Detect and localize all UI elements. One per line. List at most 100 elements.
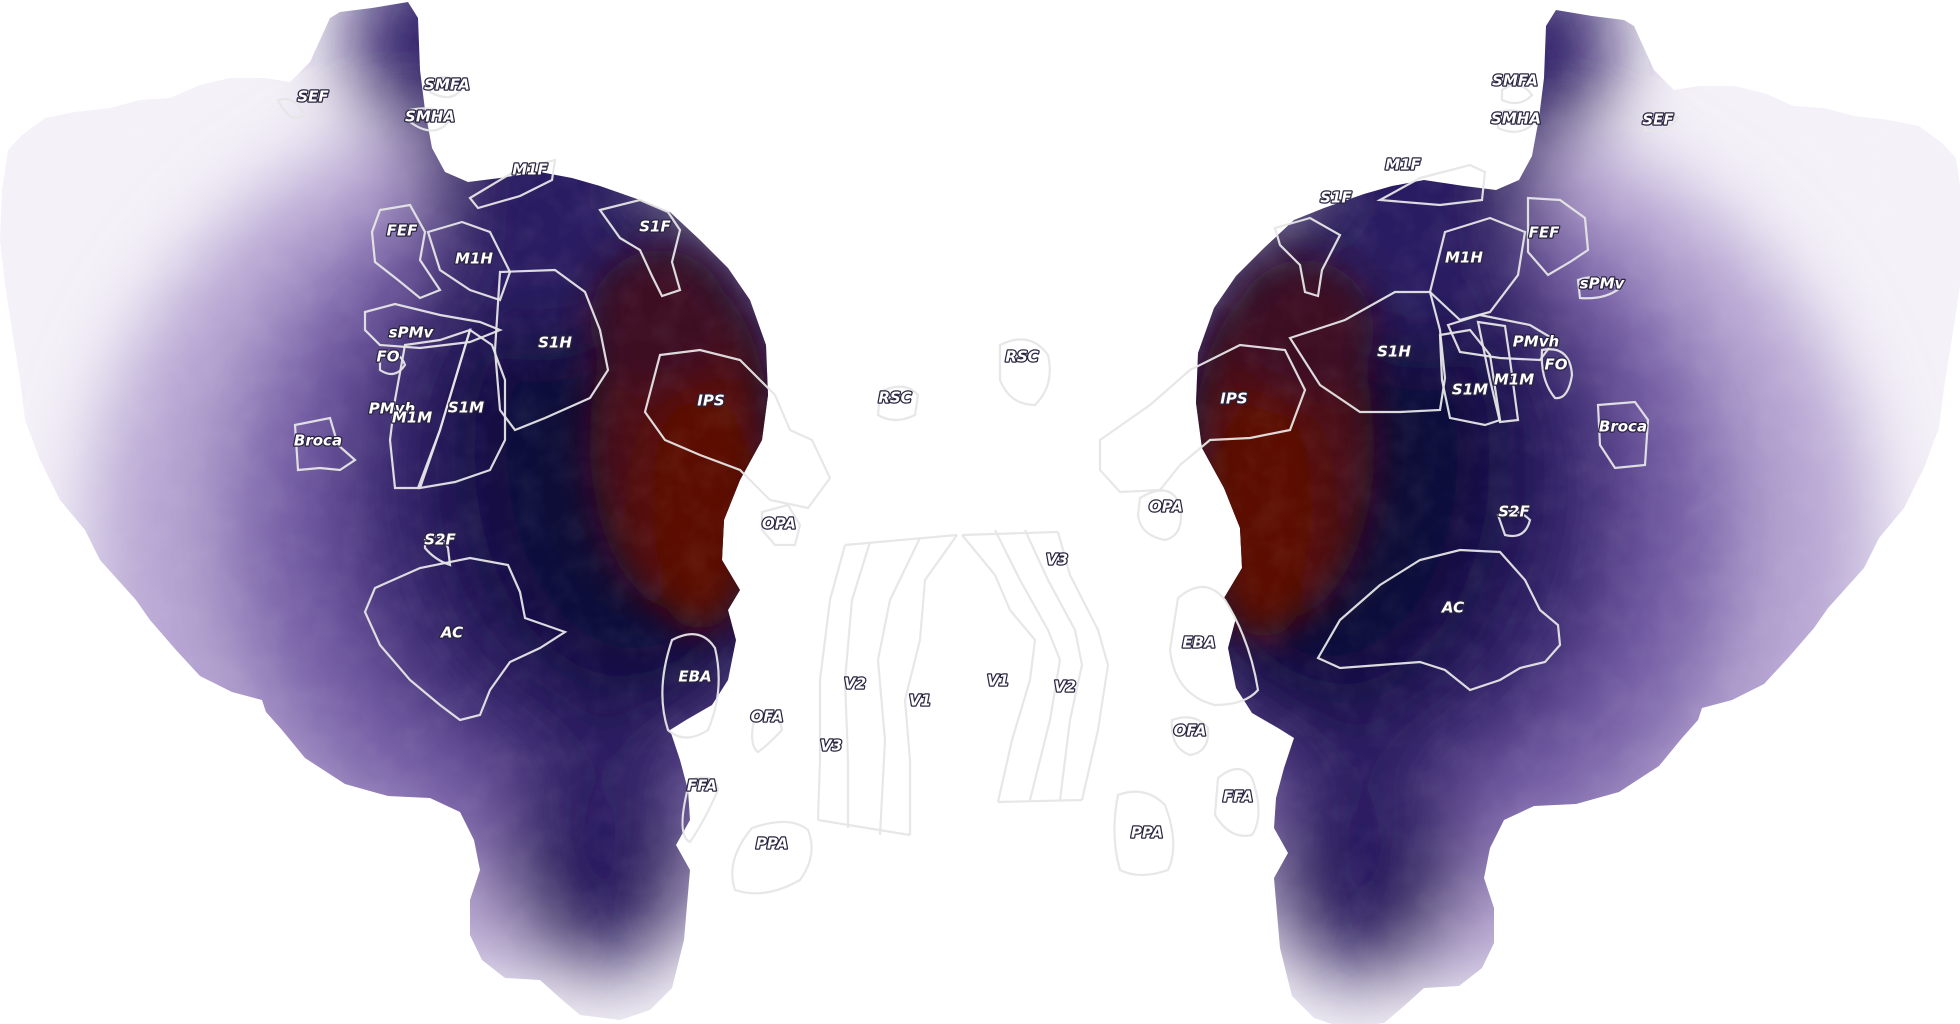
label-m1h-left: M1H: [455, 250, 493, 268]
label-v2-left: V2: [844, 675, 866, 693]
roi-outline-rsc-r: [998, 338, 1051, 407]
label-ppa-right: PPA: [1131, 824, 1163, 842]
label-ofa-right: OFA: [1174, 722, 1207, 740]
roi-outline-opa-r: [1136, 489, 1183, 542]
roi-outline-v1v2-boundary-r: [994, 529, 1062, 801]
roi-outline-fo-r: [1540, 348, 1574, 400]
roi-outline-ppa: [731, 820, 813, 895]
label-sef-left: SEF: [297, 88, 329, 106]
label-s1f-right: S1F: [1320, 189, 1352, 207]
roi-outline-s1f: [598, 198, 682, 298]
roi-outline-spmv: [363, 302, 503, 350]
roi-outline-s1f-r: [1273, 216, 1342, 298]
label-m1h-right: M1H: [1445, 249, 1483, 267]
label-m1m-left: M1M: [392, 409, 432, 427]
label-v3-right: V3: [1046, 551, 1068, 569]
left-roi-outlines: [276, 76, 958, 895]
label-s1m-right: S1M: [1452, 381, 1488, 399]
roi-outline-s1h: [493, 268, 610, 432]
label-smfa-left: SMFA: [424, 76, 470, 94]
roi-outline-s1m-r: [1438, 328, 1502, 427]
label-eba-left: EBA: [678, 668, 711, 686]
roi-outline-fo: [378, 350, 407, 376]
label-v3-left: V3: [820, 737, 842, 755]
roi-outline-smfa-r: [1500, 83, 1534, 105]
roi-outline-v-top-r: [961, 530, 1059, 537]
right-roi-labels: SMFA SMHA SEF M1F S1F FEF M1H sPMv PMvh …: [986, 70, 1676, 843]
roi-outline-rsc: [876, 385, 920, 422]
roi-outline-v1-boundary: [903, 534, 958, 835]
label-eba-right: EBA: [1182, 634, 1215, 652]
roi-outline-ips: [643, 348, 832, 510]
label-m1f-right: M1F: [1385, 156, 1421, 174]
left-hemisphere: [0, 2, 768, 1020]
label-rsc-right: RSC: [1005, 348, 1038, 366]
roi-outline-eba-r: [1168, 585, 1260, 707]
roi-outline-s1h-r: [1288, 290, 1447, 414]
label-smha-right: SMHA: [1491, 110, 1541, 128]
roi-outline-fef-r: [1526, 196, 1590, 277]
roi-outline-v-lateral: [816, 544, 847, 821]
roi-outline-s2f: [423, 535, 452, 567]
roi-outline-v3-boundary: [843, 541, 872, 828]
label-pmvh-right: PMvh: [1513, 333, 1559, 351]
label-spmv-right: sPMv: [1580, 275, 1626, 293]
roi-outline-broca: [293, 416, 357, 472]
label-smha-left: SMHA: [405, 108, 455, 126]
label-broca-left: Broca: [294, 432, 342, 450]
roi-outline-opa: [760, 503, 802, 547]
label-s1h-right: S1H: [1377, 343, 1411, 361]
roi-outline-v-bottom: [817, 818, 911, 837]
label-s2f-right: S2F: [1498, 503, 1530, 521]
roi-outline-ofa: [751, 713, 784, 754]
label-ac-left: AC: [440, 624, 463, 642]
label-rsc-left: RSC: [878, 389, 911, 407]
roi-outline-m1m-r: [1476, 320, 1520, 424]
right-roi-outlines: [961, 83, 1680, 877]
roi-outline-v2v3-boundary-r: [1024, 529, 1084, 801]
label-fo-right: FO: [1545, 356, 1568, 374]
label-broca-right: Broca: [1599, 418, 1647, 436]
roi-outline-eba: [661, 632, 720, 739]
label-smfa-right: SMFA: [1492, 72, 1538, 90]
label-ofa-left: OFA: [751, 708, 784, 726]
label-v1-right: V1: [987, 672, 1009, 690]
roi-outline-ac-r: [1316, 548, 1562, 692]
roi-outline-ips-r: [1098, 343, 1307, 494]
label-s1f-left: S1F: [639, 218, 671, 236]
label-s1m-left: S1M: [448, 399, 484, 417]
roi-outline-smfa: [428, 76, 464, 99]
label-s2f-left: S2F: [424, 531, 456, 549]
label-ppa-left: PPA: [756, 835, 788, 853]
right-hemisphere: [1196, 10, 1960, 1024]
label-ips-left: IPS: [697, 392, 724, 410]
roi-outline-sef-r: [1640, 111, 1680, 133]
label-fef-right: FEF: [1529, 224, 1560, 242]
label-pmvh-left: PMvh: [369, 400, 415, 418]
label-opa-right: OPA: [1149, 498, 1183, 516]
label-ffa-left: FFA: [687, 777, 717, 795]
label-ips-right: IPS: [1220, 390, 1247, 408]
roi-outline-v-bottom-r: [997, 798, 1083, 804]
roi-outline-sef: [276, 97, 307, 119]
label-sef-right: SEF: [1642, 111, 1674, 129]
roi-outline-ofa-r: [1170, 716, 1210, 757]
label-fo-left: FO: [377, 348, 400, 366]
roi-outline-m1h-r: [1428, 216, 1527, 322]
label-spmv-left: sPMv: [389, 324, 435, 342]
roi-outline-s2f-r: [1496, 509, 1532, 538]
label-m1f-left: M1F: [512, 161, 548, 179]
label-ac-right: AC: [1441, 599, 1464, 617]
label-s1h-left: S1H: [538, 334, 572, 352]
roi-outline-v-medial-r: [961, 534, 1037, 803]
roi-outline-smha: [408, 107, 452, 132]
label-fef-left: FEF: [387, 222, 418, 240]
roi-outline-s1m: [418, 328, 507, 490]
roi-outline-m1f-r: [1376, 163, 1487, 207]
roi-outline-v2-boundary: [876, 537, 921, 836]
roi-outline-spmv-r: [1576, 276, 1622, 300]
label-m1m-right: M1M: [1494, 371, 1534, 389]
roi-outline-fef: [370, 203, 442, 300]
